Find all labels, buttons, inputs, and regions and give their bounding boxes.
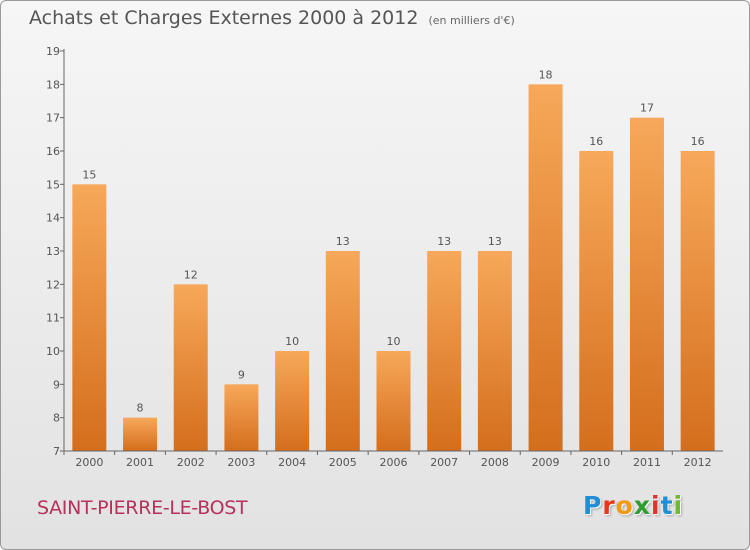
chart-title-text: Achats et Charges Externes 2000 à 2012 xyxy=(29,7,419,29)
x-tick-label-2003: 2003 xyxy=(227,456,255,469)
chart-title: Achats et Charges Externes 2000 à 2012 (e… xyxy=(29,7,515,29)
y-tick-label-9: 9 xyxy=(53,378,60,391)
x-tick-label-2005: 2005 xyxy=(329,456,357,469)
x-tick-label-2010: 2010 xyxy=(582,456,610,469)
bar-2010 xyxy=(579,151,614,451)
y-tick-label-14: 14 xyxy=(46,212,60,225)
data-label-2010: 16 xyxy=(589,135,603,148)
x-tick-label-2004: 2004 xyxy=(278,456,306,469)
logo-letter: P xyxy=(583,491,603,520)
bar-2007 xyxy=(427,251,462,451)
bar-2012 xyxy=(680,151,715,451)
data-label-2004: 10 xyxy=(285,335,299,348)
bar-2001 xyxy=(123,417,158,451)
y-tick-label-12: 12 xyxy=(46,278,60,291)
x-tick-label-2002: 2002 xyxy=(177,456,205,469)
logo-letter: o xyxy=(615,491,634,520)
logo-letter: i xyxy=(673,491,684,520)
bar-2011 xyxy=(629,117,664,452)
data-label-2002: 12 xyxy=(184,268,198,281)
chart-subtitle: (en milliers d'€) xyxy=(428,14,515,27)
data-label-2005: 13 xyxy=(336,235,350,248)
data-label-2006: 10 xyxy=(387,335,401,348)
logo-letter: i xyxy=(651,491,661,520)
y-tick-label-17: 17 xyxy=(46,112,60,125)
x-tick-label-2012: 2012 xyxy=(684,456,712,469)
x-tick-label-2007: 2007 xyxy=(430,456,458,469)
bar-2005 xyxy=(325,251,360,451)
logo-letter: r xyxy=(602,491,616,520)
data-label-2001: 8 xyxy=(137,402,144,415)
bar-2002 xyxy=(173,284,208,451)
data-label-2009: 18 xyxy=(539,68,553,81)
proxiti-logo: Proxiti xyxy=(583,491,683,520)
y-tick-label-15: 15 xyxy=(46,178,60,191)
x-tick-label-2000: 2000 xyxy=(75,456,103,469)
data-label-2000: 15 xyxy=(82,168,96,181)
bar-2009 xyxy=(528,84,563,451)
x-tick-label-2008: 2008 xyxy=(481,456,509,469)
bar-2004 xyxy=(275,351,310,451)
y-tick-label-8: 8 xyxy=(53,412,60,425)
x-tick-label-2001: 2001 xyxy=(126,456,154,469)
data-label-2008: 13 xyxy=(488,235,502,248)
y-tick-label-13: 13 xyxy=(46,245,60,258)
x-tick-label-2009: 2009 xyxy=(532,456,560,469)
data-label-2012: 16 xyxy=(691,135,705,148)
logo-letter: x xyxy=(633,491,651,520)
y-tick-label-11: 11 xyxy=(46,312,60,325)
logo-letter: t xyxy=(660,491,674,520)
x-tick-label-2011: 2011 xyxy=(633,456,661,469)
commune-name: SAINT-PIERRE-LE-BOST xyxy=(37,497,248,519)
y-tick-label-10: 10 xyxy=(46,345,60,358)
bar-2006 xyxy=(376,351,411,451)
data-label-2007: 13 xyxy=(437,235,451,248)
y-tick-label-18: 18 xyxy=(46,78,60,91)
y-tick-label-16: 16 xyxy=(46,145,60,158)
bar-2003 xyxy=(224,384,259,451)
x-tick-label-2006: 2006 xyxy=(380,456,408,469)
data-label-2011: 17 xyxy=(640,102,654,115)
bar-2000 xyxy=(72,184,107,452)
y-tick-label-19: 19 xyxy=(46,45,60,58)
bar-2008 xyxy=(477,251,512,451)
y-tick-label-7: 7 xyxy=(53,445,60,458)
data-label-2003: 9 xyxy=(238,368,245,381)
